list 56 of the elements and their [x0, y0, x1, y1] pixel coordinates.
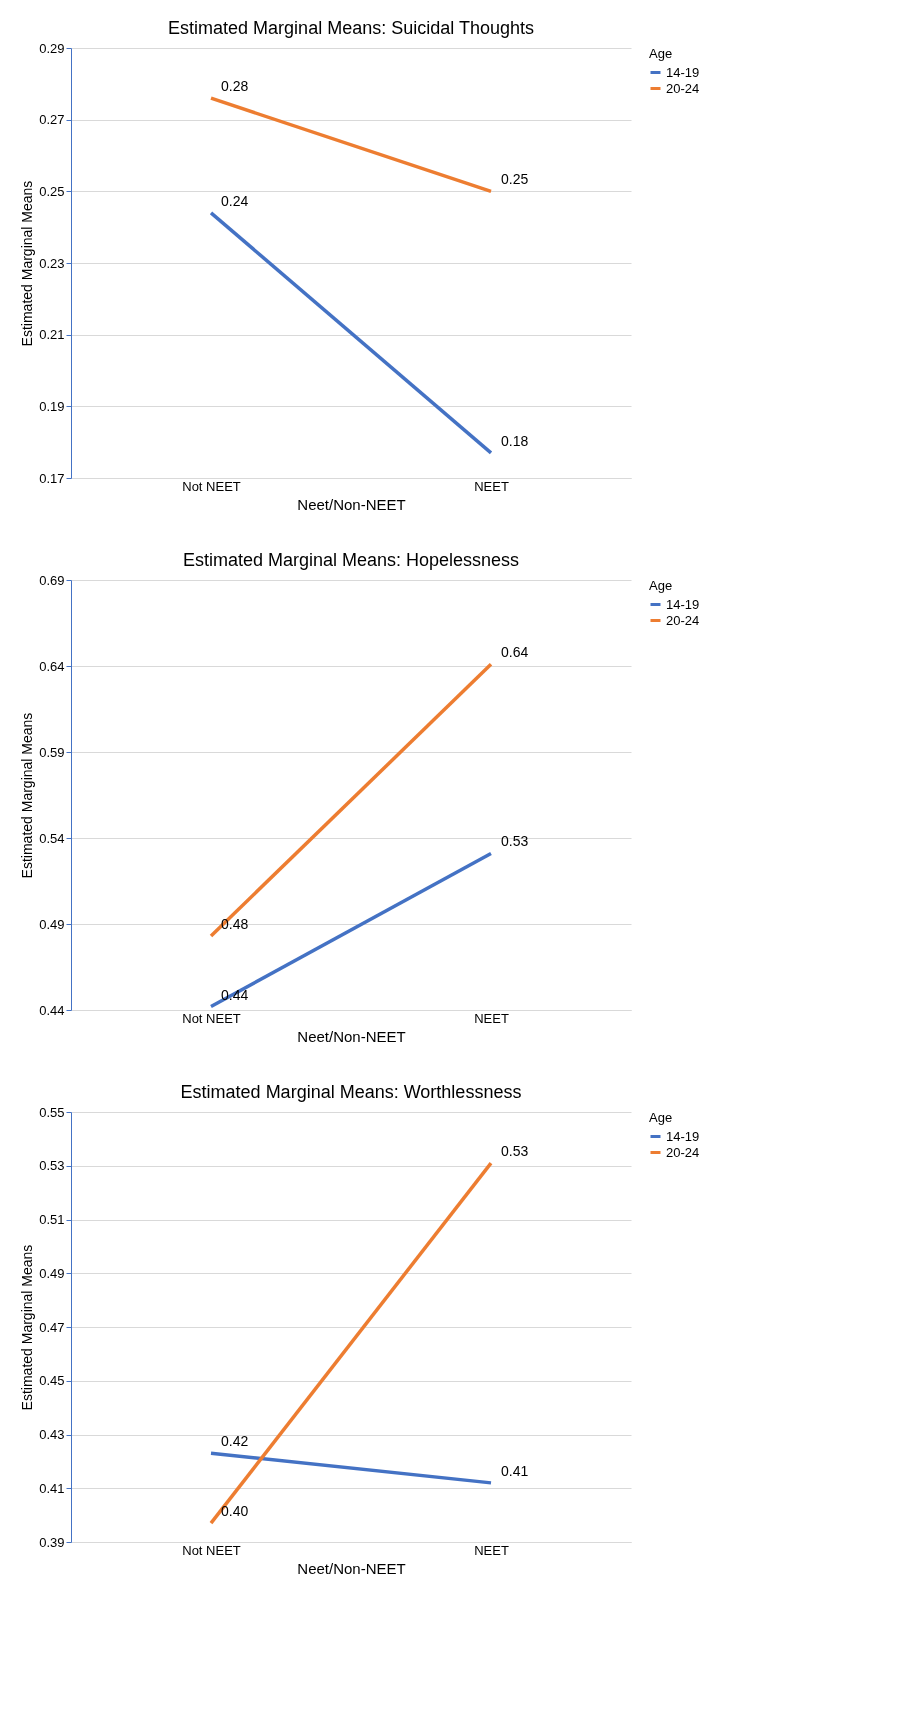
- y-tick-label: 0.54: [39, 830, 65, 846]
- y-tick-label: 0.49: [39, 1265, 65, 1281]
- y-tick-label: 0.25: [39, 183, 65, 199]
- y-tick-label: 0.69: [39, 572, 65, 588]
- y-tick-label: 0.53: [39, 1158, 65, 1174]
- x-tick-label: NEET: [474, 1542, 509, 1558]
- data-label: 0.40: [221, 1503, 249, 1520]
- y-tick-label: 0.44: [39, 1002, 65, 1018]
- legend-label: 20-24: [666, 80, 700, 96]
- data-label: 0.25: [501, 171, 529, 188]
- legend-label: 14-19: [666, 64, 700, 80]
- y-tick-label: 0.19: [39, 398, 65, 414]
- data-label: 0.42: [221, 1433, 249, 1450]
- legend-label: 14-19: [666, 1128, 700, 1144]
- y-tick-label: 0.49: [39, 916, 65, 932]
- y-tick-label: 0.59: [39, 744, 65, 760]
- data-label: 0.64: [501, 644, 529, 661]
- data-label: 0.41: [501, 1462, 529, 1479]
- legend-label: 20-24: [666, 1144, 700, 1160]
- legend-title: Age: [649, 1110, 673, 1125]
- y-tick-label: 0.29: [39, 40, 65, 56]
- y-tick-label: 0.27: [39, 112, 65, 128]
- x-tick-label: NEET: [474, 478, 509, 494]
- chart-title: Estimated Marginal Means: Hopelessness: [182, 550, 520, 570]
- y-tick-label: 0.51: [39, 1212, 65, 1227]
- y-tick-label: 0.45: [39, 1373, 65, 1389]
- y-axis-title: Estimated Marginal Means: [19, 1244, 36, 1411]
- chart-title: Estimated Marginal Means: Worthlessness: [180, 1082, 522, 1102]
- y-tick-label: 0.64: [39, 658, 65, 674]
- chart-title: Estimated Marginal Means: Suicidal Thoughts: [168, 18, 534, 38]
- y-tick-label: 0.21: [39, 327, 65, 343]
- y-tick-label: 0.55: [39, 1104, 65, 1120]
- y-axis-title: Estimated Marginal Means: [19, 712, 36, 879]
- x-axis-title: Neet/Non-NEET: [297, 495, 406, 513]
- y-tick-label: 0.17: [39, 470, 65, 486]
- x-tick-label: Not NEET: [182, 1542, 241, 1558]
- x-axis-title: Neet/Non-NEET: [297, 1027, 406, 1045]
- x-tick-label: NEET: [474, 1010, 509, 1026]
- y-axis-title: Estimated Marginal Means: [19, 180, 36, 347]
- legend-label: 20-24: [666, 612, 700, 628]
- y-tick-label: 0.43: [39, 1427, 65, 1442]
- legend-title: Age: [649, 46, 673, 61]
- legend-label: 14-19: [666, 596, 700, 612]
- data-label: 0.53: [501, 1143, 529, 1160]
- data-label: 0.28: [221, 78, 249, 95]
- y-tick-label: 0.47: [39, 1319, 65, 1335]
- data-label: 0.24: [221, 192, 249, 209]
- x-tick-label: Not NEET: [182, 1010, 241, 1026]
- data-label: 0.18: [501, 432, 529, 449]
- y-tick-label: 0.23: [39, 255, 65, 271]
- x-axis-title: Neet/Non-NEET: [297, 1559, 406, 1577]
- x-tick-label: Not NEET: [182, 478, 241, 494]
- y-tick-label: 0.41: [39, 1480, 65, 1496]
- legend-title: Age: [649, 578, 673, 593]
- data-label: 0.53: [501, 833, 529, 850]
- y-tick-label: 0.39: [39, 1534, 65, 1550]
